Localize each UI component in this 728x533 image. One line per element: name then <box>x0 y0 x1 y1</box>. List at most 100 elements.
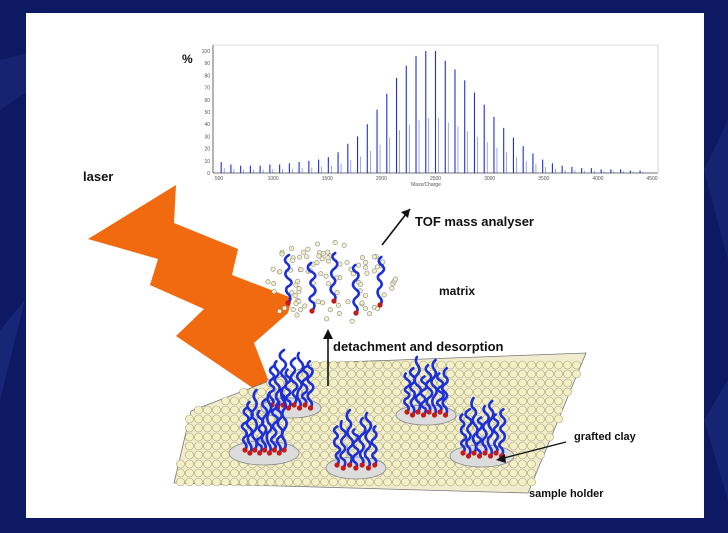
holder-particle <box>527 369 536 379</box>
holder-particle <box>302 477 311 487</box>
holder-particle <box>356 378 365 388</box>
holder-particle <box>518 405 527 415</box>
holder-particle <box>509 423 518 433</box>
holder-particle <box>527 396 536 406</box>
polymer-chain <box>351 263 361 315</box>
matrix-particle <box>271 281 277 287</box>
matrix-particle <box>325 249 331 255</box>
holder-particle <box>536 396 545 406</box>
holder-particle <box>401 459 410 469</box>
holder-particle <box>419 441 428 451</box>
holder-particle <box>518 432 527 442</box>
chain-end-group <box>296 405 303 411</box>
polymer-chain <box>295 351 305 410</box>
holder-particle <box>374 423 383 433</box>
tof-label: TOF mass analyser <box>415 214 534 229</box>
holder-particle <box>338 405 347 415</box>
matrix-particle <box>304 254 310 260</box>
holder-particle <box>230 414 239 424</box>
holder-particle <box>446 369 455 379</box>
holder-particle <box>509 405 518 415</box>
x-axis-label: Mass/Charge <box>411 182 441 188</box>
holder-particle <box>437 450 446 460</box>
y-tick-label: 30 <box>204 134 210 140</box>
x-tick-label: 1500 <box>322 176 333 182</box>
holder-particle <box>482 387 491 397</box>
chain-end-group <box>346 462 353 468</box>
holder-particle <box>374 369 383 379</box>
holder-particle <box>347 360 356 370</box>
holder-particle <box>347 396 356 406</box>
polymer-chain <box>339 419 348 470</box>
x-tick-label: 3000 <box>484 176 495 182</box>
polymer-chain <box>265 391 273 455</box>
chain-end-group <box>409 412 416 418</box>
holder-particle <box>221 405 230 415</box>
holder-particle <box>383 432 392 442</box>
holder-particle <box>293 459 302 469</box>
chain-end-group <box>465 453 472 459</box>
sample-holder-label: sample holder <box>529 488 604 500</box>
x-tick-label: 3500 <box>538 176 549 182</box>
matrix-particle <box>324 316 330 322</box>
holder-particle <box>518 477 527 487</box>
chain-end-group <box>404 409 410 415</box>
holder-particle <box>518 369 527 379</box>
chain-end-group <box>261 447 268 453</box>
matrix-particle <box>325 281 331 287</box>
holder-particle <box>491 378 500 388</box>
holder-particle <box>203 477 212 487</box>
holder-particle <box>446 396 455 406</box>
matrix-particle <box>293 301 299 307</box>
x-tick-label: 4500 <box>646 176 657 182</box>
matrix-particle <box>393 276 399 282</box>
holder-particle <box>221 423 230 433</box>
polymer-chain <box>464 407 473 458</box>
holder-particle <box>437 360 446 370</box>
matrix-particle <box>265 279 271 285</box>
holder-particle <box>356 360 365 370</box>
matrix-particle <box>359 300 365 306</box>
holder-particle <box>491 387 500 397</box>
y-tick-label: 80 <box>204 73 210 79</box>
holder-particle <box>374 378 383 388</box>
holder-particle <box>383 378 392 388</box>
holder-particle <box>203 414 212 424</box>
y-tick-label: 100 <box>202 49 211 55</box>
holder-particle <box>563 369 572 379</box>
holder-particle <box>428 441 437 451</box>
x-tick-label: 4000 <box>592 176 603 182</box>
holder-particle <box>536 423 545 433</box>
holder-particle <box>428 432 437 442</box>
matrix-particle <box>277 308 283 314</box>
holder-particle <box>455 405 464 415</box>
holder-particle <box>176 468 185 478</box>
polymer-chain <box>440 366 449 417</box>
holder-particle <box>194 459 203 469</box>
matrix-particle <box>345 299 351 305</box>
holder-particle <box>455 432 464 442</box>
matrix-particle <box>358 281 364 287</box>
polymer-chain <box>289 356 299 407</box>
holder-particle <box>221 477 230 487</box>
holder-particle <box>320 477 329 487</box>
matrix-particle <box>362 293 368 299</box>
holder-particle <box>185 423 194 433</box>
holder-particle <box>473 387 482 397</box>
holder-particle <box>338 387 347 397</box>
holder-particle <box>194 414 203 424</box>
polymer-chain <box>260 397 269 452</box>
holder-particle <box>230 459 239 469</box>
holder-particle <box>374 405 383 415</box>
matrix-cloud <box>265 240 399 324</box>
matrix-particle <box>292 292 298 298</box>
holder-particle <box>527 387 536 397</box>
matrix-particle <box>301 249 307 255</box>
holder-particle <box>509 459 518 469</box>
holder-particle <box>185 459 194 469</box>
matrix-particle <box>289 245 295 251</box>
holder-particle <box>455 477 464 487</box>
matrix-particle <box>327 307 333 313</box>
matrix-particle <box>341 242 347 248</box>
holder-particle <box>437 423 446 433</box>
